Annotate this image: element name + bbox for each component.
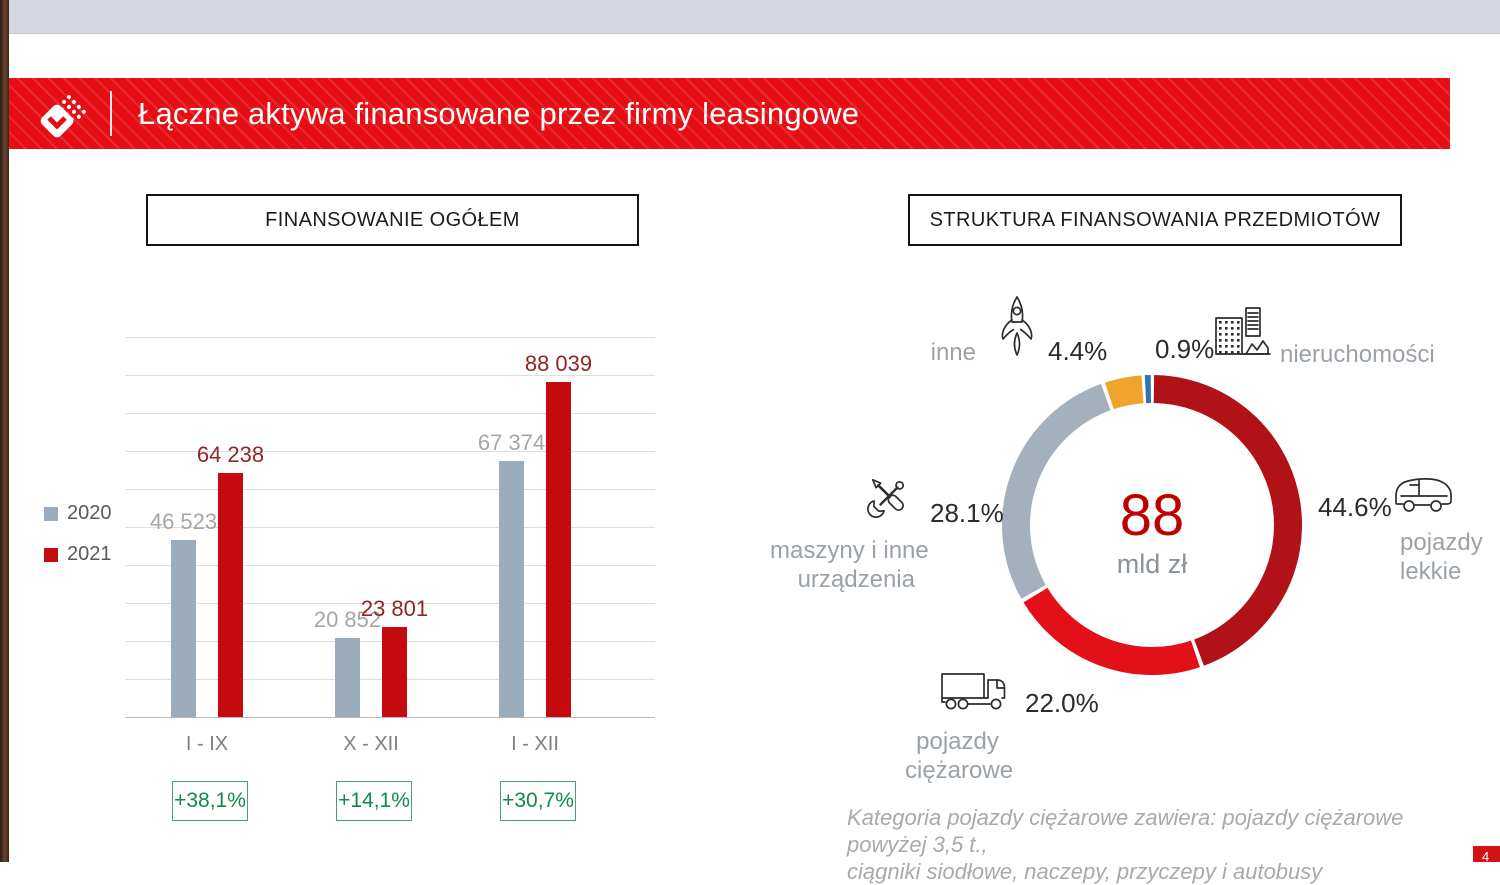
x-axis-label-1: I - IX <box>147 733 267 756</box>
tools-icon <box>863 470 915 524</box>
callout-label-maszyny: maszyny i inne urządzenia <box>770 536 915 595</box>
footnote: Kategoria pojazdy ciężarowe zawiera: poj… <box>847 804 1487 885</box>
callout-label-pojazdy-ciezarowe: pojazdy ciężarowe <box>905 727 1010 786</box>
callout-pct-pojazdy-lekkie: 44.6% <box>1318 492 1392 523</box>
footnote-line-2: ciągniki siodłowe, naczepy, przyczepy i … <box>847 858 1487 885</box>
right-section-title: STRUKTURA FINANSOWANIA PRZEDMIOTÓW <box>930 209 1381 232</box>
legend-label-2021: 2021 <box>67 543 112 566</box>
callout-pct-pojazdy-ciezarowe: 22.0% <box>1025 688 1099 719</box>
rocket-icon <box>995 292 1039 362</box>
donut-center-value: 88 <box>1052 487 1252 545</box>
header-banner: Łączne aktywa finansowane przez firmy le… <box>9 78 1450 149</box>
left-section-title-box: FINANSOWANIE OGÓŁEM <box>146 194 639 246</box>
buildings-icon <box>1212 302 1272 360</box>
gridline <box>125 489 655 490</box>
footnote-line-1: Kategoria pojazdy ciężarowe zawiera: poj… <box>847 804 1487 858</box>
gridline <box>125 413 655 414</box>
page-number: 4 <box>1482 849 1489 862</box>
callout-pct-maszyny: 28.1% <box>930 498 1004 529</box>
legend-swatch-2021 <box>44 548 58 562</box>
bar-2020-I - IX <box>171 540 196 717</box>
donut-segment-pojazdy-ciężarowe <box>1035 595 1195 661</box>
bar-2020-X - XII <box>335 638 360 717</box>
top-gray-band <box>9 0 1500 34</box>
gridline <box>125 565 655 566</box>
bar-value-label: 23 801 <box>335 596 455 622</box>
page-number-chip: 4 <box>1473 846 1500 862</box>
header-divider <box>110 91 112 136</box>
bar-value-label: 88 039 <box>499 351 619 377</box>
donut-center-label: 88 mld zł <box>1052 487 1252 580</box>
bar-2021-I - IX <box>218 473 243 717</box>
x-axis-line <box>125 717 655 718</box>
bar-2020-I - XII <box>499 461 524 717</box>
window-edge-strip <box>0 0 9 862</box>
right-section-title-box: STRUKTURA FINANSOWANIA PRZEDMIOTÓW <box>908 194 1402 246</box>
legend-swatch-2020 <box>44 507 58 521</box>
legend-item-2021: 2021 <box>44 543 112 566</box>
legend-label-2020: 2020 <box>67 502 112 525</box>
legend-item-2020: 2020 <box>44 502 112 525</box>
callout-pct-nieruchomosci: 0.9% <box>1155 334 1214 365</box>
callout-pct-inne: 4.4% <box>1048 336 1107 367</box>
gridline <box>125 337 655 338</box>
growth-badge-2: +14,1% <box>336 781 412 821</box>
truck-icon <box>938 668 1012 716</box>
bar-2021-I - XII <box>546 382 571 717</box>
growth-badge-3: +30,7% <box>500 781 576 821</box>
callout-label-pojazdy-lekkie: pojazdy lekkie <box>1400 528 1483 587</box>
bar-value-label: 64 238 <box>171 442 291 468</box>
bar-2021-X - XII <box>382 627 407 717</box>
callout-label-inne: inne <box>900 338 976 367</box>
growth-badge-1: +38,1% <box>172 781 248 821</box>
left-section-title: FINANSOWANIE OGÓŁEM <box>265 209 520 232</box>
donut-center-unit: mld zł <box>1052 549 1252 580</box>
page-title: Łączne aktywa finansowane przez firmy le… <box>138 78 859 149</box>
callout-label-nieruchomosci: nieruchomości <box>1280 340 1435 369</box>
donut-segment-inne <box>1109 389 1142 396</box>
zpl-logo-icon <box>31 85 93 143</box>
x-axis-label-3: I - XII <box>475 733 595 756</box>
x-axis-label-2: X - XII <box>311 733 431 756</box>
van-icon <box>1391 468 1457 520</box>
